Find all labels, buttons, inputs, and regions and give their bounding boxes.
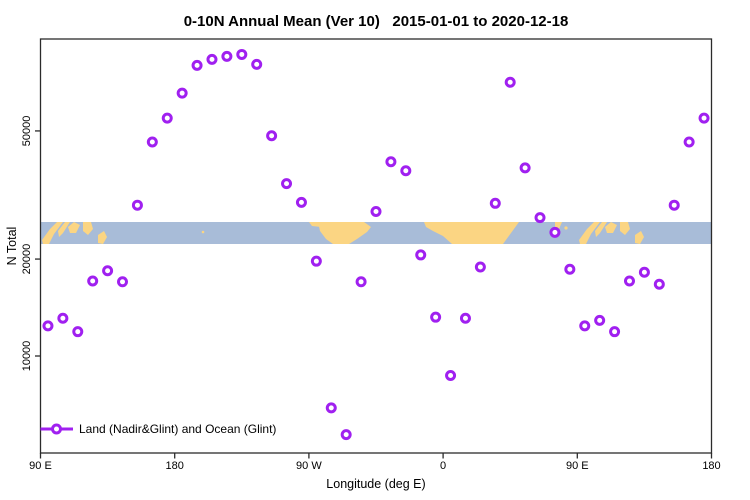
data-point [161, 112, 173, 124]
data-point [698, 112, 710, 124]
data-point [295, 196, 307, 208]
land-patch [595, 222, 607, 237]
data-point [579, 320, 591, 332]
data-point [325, 402, 337, 414]
data-point [489, 197, 501, 209]
data-point [459, 312, 471, 324]
land-patch [42, 222, 63, 244]
land-patch [318, 222, 371, 244]
data-point [251, 58, 263, 70]
data-point [653, 278, 665, 290]
land-patch [620, 222, 630, 235]
data-point [445, 369, 457, 381]
land-patch [564, 226, 568, 230]
data-point [385, 156, 397, 168]
data-point [87, 275, 99, 287]
x-tick-label: 90 E [566, 460, 589, 472]
data-point [549, 226, 561, 238]
data-point [206, 53, 218, 65]
land-patch [58, 222, 70, 237]
plot-border [39, 38, 713, 454]
x-axis-title: Longitude (deg E) [326, 477, 425, 491]
data-point [415, 249, 427, 261]
land-patch [83, 222, 93, 235]
data-point [668, 199, 680, 211]
y-tick-label: 10000 [21, 341, 33, 372]
land-patch [424, 222, 519, 244]
data-point [310, 255, 322, 267]
data-point [430, 311, 442, 323]
x-tick-label: 90 E [29, 460, 52, 472]
data-point [400, 165, 412, 177]
data-point [236, 48, 248, 60]
y-axis-title: N Total [5, 227, 19, 266]
data-point [72, 326, 84, 338]
data-point [355, 276, 367, 288]
ocean-band [40, 222, 712, 244]
data-point [266, 130, 278, 142]
land-patch [579, 222, 600, 244]
data-point [370, 206, 382, 218]
land-patch [68, 222, 80, 233]
y-tick-label: 20000 [21, 244, 33, 275]
data-point [57, 312, 69, 324]
x-tick-label: 0 [440, 460, 446, 472]
data-point [474, 261, 486, 273]
data-point [504, 76, 516, 88]
data-point [281, 178, 293, 190]
land-patch [635, 231, 644, 244]
data-point [609, 326, 621, 338]
land-patch [98, 231, 107, 244]
data-point [519, 162, 531, 174]
y-tick-label: 50000 [21, 116, 33, 147]
data-points [42, 48, 710, 441]
world-map-band [40, 222, 712, 244]
data-point [102, 265, 114, 277]
legend-label: Land (Nadir&Glint) and Ocean (Glint) [79, 422, 276, 436]
chart-title: 0-10N Annual Mean (Ver 10) 2015-01-01 to… [184, 13, 569, 30]
data-point [623, 275, 635, 287]
axes: 90 E 180 90 W 0 90 E 180 10000 20000 50000 [21, 38, 721, 472]
x-tick-label: 90 W [296, 460, 322, 472]
data-point [534, 212, 546, 224]
data-point [638, 266, 650, 278]
legend: Land (Nadir&Glint) and Ocean (Glint) [40, 422, 276, 436]
data-point [594, 314, 606, 326]
legend-marker-circle [51, 423, 62, 435]
x-tick-label: 180 [166, 460, 184, 472]
data-point [117, 276, 129, 288]
data-point [176, 87, 188, 99]
data-point [131, 199, 143, 211]
data-point [42, 320, 54, 332]
data-point [191, 59, 203, 71]
land-patch [605, 222, 617, 233]
data-point [340, 429, 352, 441]
x-tick-label: 180 [702, 460, 720, 472]
land-patch [201, 230, 205, 234]
data-point [683, 136, 695, 148]
data-point [564, 263, 576, 275]
data-point [221, 50, 233, 62]
data-point [146, 136, 158, 148]
